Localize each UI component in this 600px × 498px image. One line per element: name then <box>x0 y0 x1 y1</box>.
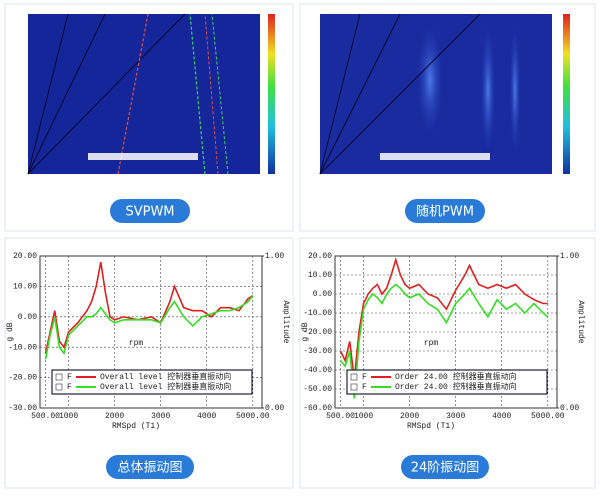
x-unit: rpm <box>129 339 144 348</box>
caption: 总体振动图 <box>117 461 182 476</box>
y-axis-label: g dB <box>301 322 310 341</box>
series-line <box>44 295 254 360</box>
legend <box>346 369 548 395</box>
y-tick-label: 0.00 <box>18 313 37 322</box>
legend-label: Order 24.00 控制器垂直振动向 <box>395 371 517 382</box>
y2-axis-label: Amplitude <box>281 300 290 343</box>
y2-tick-label: 1.00 <box>560 252 579 261</box>
y-tick-label: -20.00 <box>8 374 37 383</box>
legend <box>51 369 253 395</box>
y-tick-label: 0.00 <box>313 290 332 299</box>
series-line <box>339 257 548 380</box>
caption-pill <box>405 199 485 223</box>
series-line <box>339 283 549 399</box>
legend-flag: F <box>362 373 367 382</box>
y-axis-label: g dB <box>6 322 15 341</box>
y-tick-label: -40.00 <box>303 366 332 375</box>
x-tick-label: 3000 <box>446 412 465 421</box>
x-tick-label: 5000.00 <box>236 412 270 421</box>
caption-pill <box>401 455 489 479</box>
legend-checkbox <box>55 373 63 381</box>
x-unit: rpm <box>424 339 439 348</box>
caption: SVPWM <box>125 205 174 220</box>
legend-flag: F <box>67 383 72 392</box>
y-tick-label: -60.00 <box>303 404 332 413</box>
series-line <box>44 261 254 354</box>
x-tick-label: 500.00 <box>326 412 355 421</box>
y-tick-label: 10.00 <box>13 283 37 292</box>
caption: 24阶振动图 <box>411 461 480 476</box>
y-tick-label: -10.00 <box>8 343 37 352</box>
y2-tick-label: 1.00 <box>265 252 284 261</box>
y-tick-label: -10.00 <box>303 309 332 318</box>
x-tick-label: 500.00 <box>31 412 60 421</box>
x-tick-label: 4000 <box>492 412 511 421</box>
legend-flag: F <box>67 373 72 382</box>
legend-checkbox <box>350 383 358 391</box>
legend-checkbox <box>350 373 358 381</box>
y-tick-label: 10.00 <box>308 271 332 280</box>
legend-label: Overall level 控制器垂直振动向 <box>100 371 231 382</box>
x-tick-label: 2000 <box>400 412 419 421</box>
y-tick-label: 20.00 <box>13 252 37 261</box>
y-tick-label: -50.00 <box>303 385 332 394</box>
x-tick-label: 1000 <box>59 412 78 421</box>
y2-tick-label: 0.00 <box>265 404 284 413</box>
legend-label: Overall level 控制器垂直振动向 <box>100 381 231 392</box>
y-tick-label: -30.00 <box>303 347 332 356</box>
y-tick-label: -20.00 <box>303 328 332 337</box>
legend-label: Order 24.00 控制器垂直振动向 <box>395 381 517 392</box>
x-tick-label: 1000 <box>354 412 373 421</box>
legend-flag: F <box>362 383 367 392</box>
caption-pill <box>110 199 190 223</box>
legend-checkbox <box>55 383 63 391</box>
y2-axis-label: Amplitude <box>576 300 585 343</box>
y-tick-label: -30.00 <box>8 404 37 413</box>
x-tick-label: 3000 <box>151 412 170 421</box>
x-axis-label: RMSpd (T1) <box>407 422 455 431</box>
spectrogram <box>319 13 570 175</box>
caption-pill <box>106 455 194 479</box>
x-tick-label: 2000 <box>105 412 124 421</box>
y2-tick-label: 0.00 <box>560 404 579 413</box>
x-tick-label: 4000 <box>197 412 216 421</box>
x-axis-label: RMSpd (T1) <box>112 422 160 431</box>
x-tick-label: 5000.00 <box>531 412 565 421</box>
caption: 随机PWM <box>416 205 474 220</box>
y-tick-label: 20.00 <box>308 252 332 261</box>
spectrogram <box>27 13 275 175</box>
